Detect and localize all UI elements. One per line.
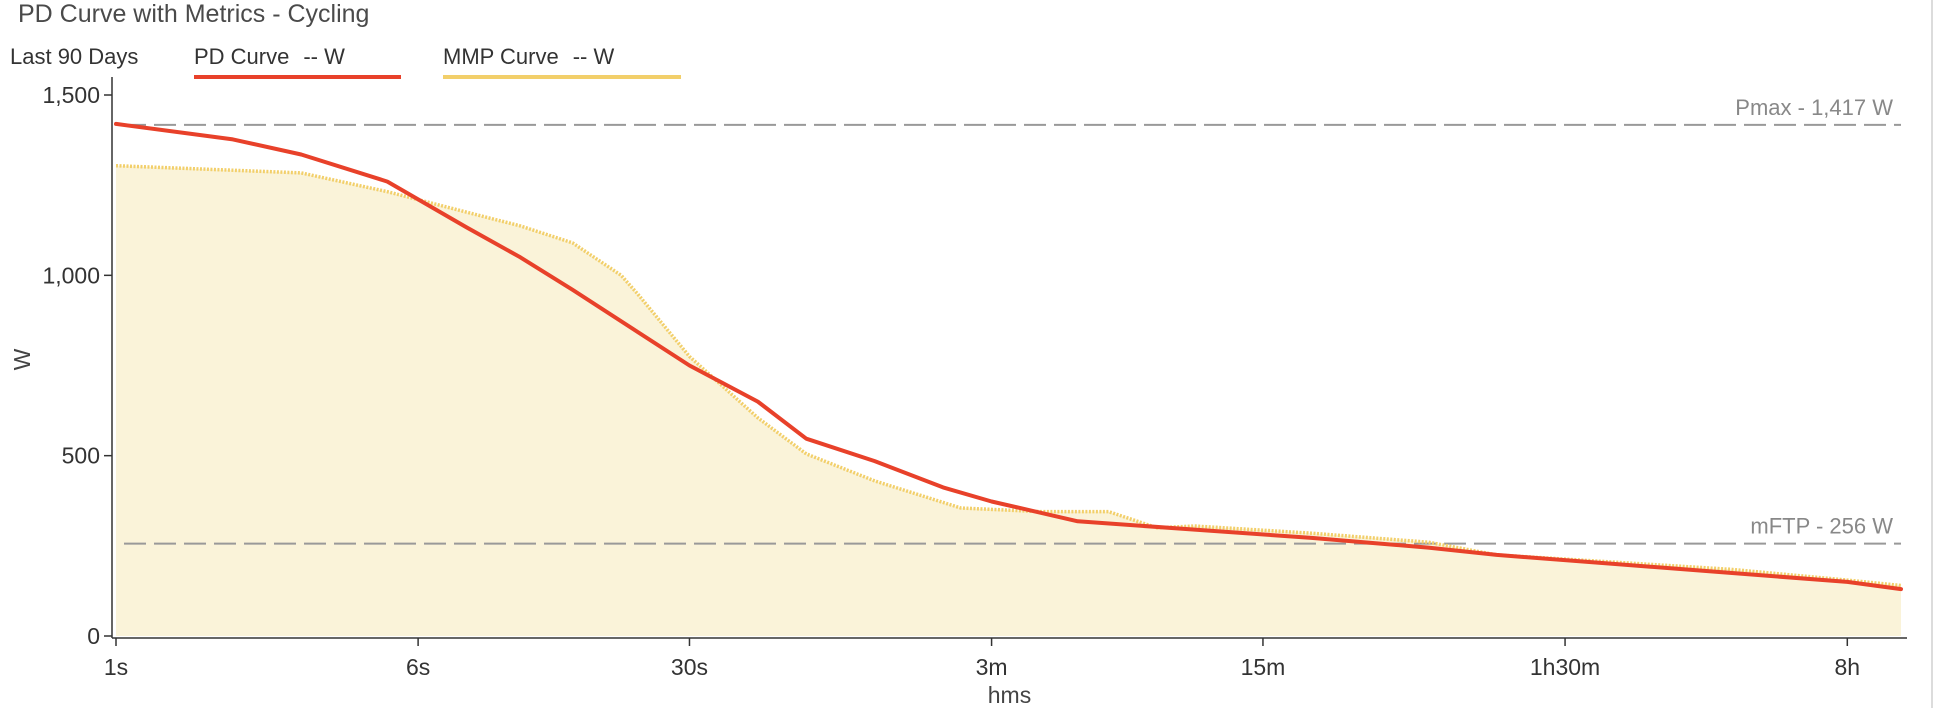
reference-line-label: mFTP - 256 W bbox=[1750, 514, 1893, 539]
x-axis-title: hms bbox=[988, 682, 1031, 708]
y-tick-label: 0 bbox=[87, 623, 100, 649]
x-tick-label: 1h30m bbox=[1530, 654, 1600, 680]
legend-mmp-value: -- W bbox=[572, 44, 615, 69]
panel-title: PD Curve with Metrics - Cycling bbox=[18, 0, 370, 28]
legend-item-mmp-curve[interactable]: MMP Curve -- W bbox=[443, 44, 681, 79]
x-tick-label: 15m bbox=[1241, 654, 1286, 680]
x-tick-label: 30s bbox=[671, 654, 708, 680]
legend-pd-value: -- W bbox=[303, 44, 345, 69]
y-tick-label: 1,500 bbox=[42, 82, 100, 108]
legend-mmp-name: MMP Curve bbox=[443, 44, 559, 69]
pd-curve-line bbox=[114, 121, 1903, 592]
x-tick-label: 6s bbox=[406, 654, 430, 680]
y-tick-label: 500 bbox=[62, 443, 100, 469]
legend-item-pd-curve[interactable]: PD Curve -- W bbox=[194, 44, 401, 79]
y-tick-label: 1,000 bbox=[42, 262, 100, 288]
x-tick-label: 3m bbox=[976, 654, 1008, 680]
reference-line-label: Pmax - 1,417 W bbox=[1735, 95, 1893, 120]
date-range-label[interactable]: Last 90 Days bbox=[10, 44, 139, 69]
y-axis-title: W bbox=[9, 348, 35, 370]
x-tick-label: 1s bbox=[104, 654, 128, 680]
legend-pd-name: PD Curve bbox=[194, 44, 290, 69]
x-tick-label: 8h bbox=[1835, 654, 1861, 680]
